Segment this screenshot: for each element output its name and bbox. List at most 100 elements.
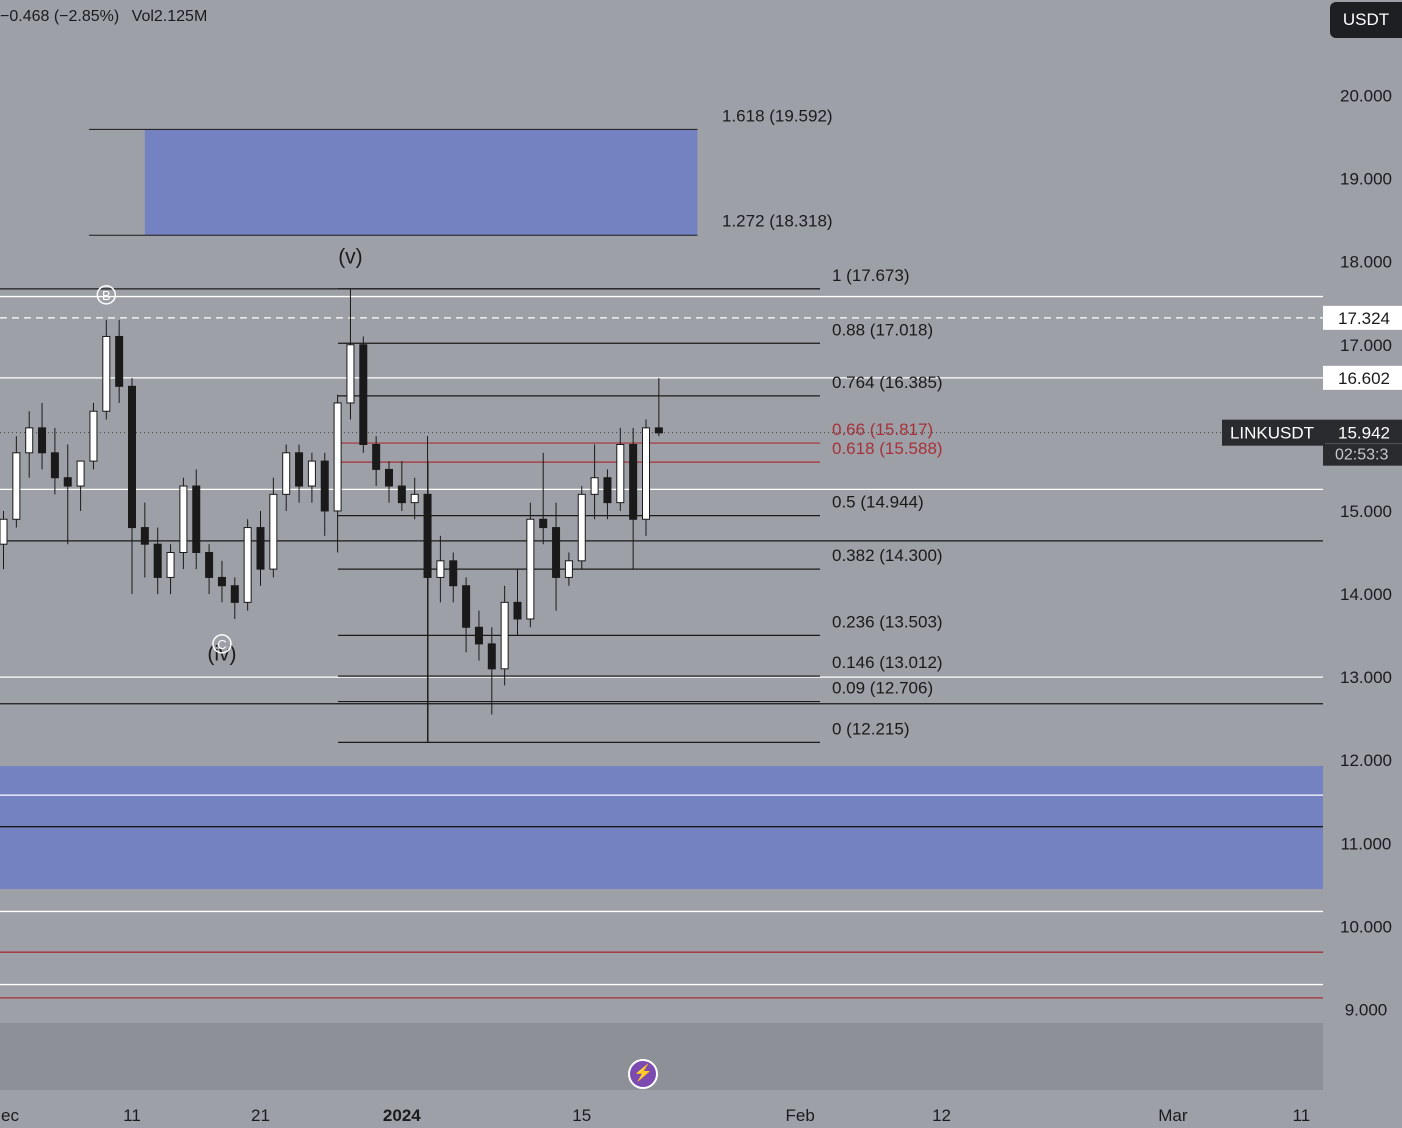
candle-body[interactable] xyxy=(552,527,561,578)
fib-level-label: 0.5 (14.944) xyxy=(832,493,924,512)
candle-body[interactable] xyxy=(0,518,8,545)
candle-body[interactable] xyxy=(397,485,406,504)
candle-body[interactable] xyxy=(50,452,59,479)
candle-body[interactable] xyxy=(539,518,548,529)
wave-label-circle xyxy=(96,285,117,305)
y-axis-tick-label: 14.000 xyxy=(1340,585,1392,604)
candle-body[interactable] xyxy=(564,560,573,578)
candle-body[interactable] xyxy=(320,460,329,512)
candle-body[interactable] xyxy=(140,527,149,545)
price-tag xyxy=(1323,305,1402,330)
fib-level-label: 0 (12.215) xyxy=(832,719,910,738)
candle-body[interactable] xyxy=(487,643,496,670)
candle-body[interactable] xyxy=(269,493,278,570)
y-axis-tick-label: 19.000 xyxy=(1340,170,1392,189)
y-axis-tick-label: 9.000 xyxy=(1345,1001,1388,1020)
candle-body[interactable] xyxy=(603,477,612,504)
fib-level-label: 0.88 (17.018) xyxy=(832,320,933,339)
volume-readout: Vol2.125M xyxy=(131,8,208,25)
candle-body[interactable] xyxy=(89,410,98,462)
candle-body[interactable] xyxy=(128,385,136,529)
y-axis-tick-label: 12.000 xyxy=(1340,751,1392,770)
symbol-tag-label: LINKUSDT xyxy=(1230,424,1314,443)
current-price-label: 15.942 xyxy=(1338,424,1390,443)
candle-body[interactable] xyxy=(526,518,535,620)
candle-body[interactable] xyxy=(295,452,304,487)
candle-body[interactable] xyxy=(642,427,650,520)
fib-level-label: 0.618 (15.588) xyxy=(832,439,943,458)
candle-body[interactable] xyxy=(179,485,188,554)
y-axis-tick-label: 11.000 xyxy=(1341,834,1392,853)
candle-body[interactable] xyxy=(153,543,162,578)
y-axis-tick-label: 17.000 xyxy=(1340,336,1392,355)
bar-countdown: 02:53:3 xyxy=(1335,447,1388,464)
candle-body[interactable] xyxy=(410,493,419,504)
y-axis-tick-label: 10.000 xyxy=(1340,917,1392,936)
price-change: −0.468 (−2.85%) xyxy=(0,8,120,25)
fib-level-label: 0.236 (13.503) xyxy=(832,612,943,631)
y-axis-tick-label: 15.000 xyxy=(1340,502,1392,521)
candle-body[interactable] xyxy=(38,427,47,454)
candle-body[interactable] xyxy=(449,560,458,587)
candle-body[interactable] xyxy=(256,527,265,570)
candle-body[interactable] xyxy=(282,452,291,495)
fib-level-label: 1 (17.673) xyxy=(832,266,910,285)
current-price-tag xyxy=(1323,419,1402,466)
wave-label: B xyxy=(102,288,111,303)
support-zone xyxy=(0,766,1323,890)
x-axis-tick-label: ec xyxy=(1,1106,19,1125)
fib-level-label: 0.382 (14.300) xyxy=(832,546,943,565)
candle-body[interactable] xyxy=(102,335,111,412)
candle-body[interactable] xyxy=(346,344,355,404)
wave-label: C xyxy=(217,637,226,652)
y-axis-tick-label: 20.000 xyxy=(1340,87,1392,106)
candle-body[interactable] xyxy=(359,344,368,445)
extension-upper-label: 1.618 (19.592) xyxy=(722,106,833,125)
x-axis-tick-label: 2024 xyxy=(383,1106,421,1125)
candle-body[interactable] xyxy=(115,335,124,387)
candle-body[interactable] xyxy=(230,585,239,603)
candle-body[interactable] xyxy=(192,485,201,554)
fib-level-label: 0.66 (15.817) xyxy=(832,420,933,439)
x-axis-tick-label: Feb xyxy=(786,1106,815,1125)
candle-body[interactable] xyxy=(76,460,85,487)
candle-body[interactable] xyxy=(166,552,175,578)
candle-body[interactable] xyxy=(474,626,483,645)
candle-body[interactable] xyxy=(385,468,393,487)
replay-lightning-icon[interactable]: ⚡ xyxy=(628,1059,658,1089)
candle-body[interactable] xyxy=(577,493,586,562)
candle-body[interactable] xyxy=(372,443,381,470)
indicator-panel xyxy=(0,1023,1323,1090)
candle-body[interactable] xyxy=(217,576,226,587)
candle-body[interactable] xyxy=(243,527,252,603)
price-tag-label: 17.324 xyxy=(1338,309,1390,328)
price-tag xyxy=(1323,365,1402,390)
x-axis-tick-label: 11 xyxy=(123,1106,141,1125)
candle-body[interactable] xyxy=(12,452,21,520)
candle-body[interactable] xyxy=(513,601,522,620)
candle-body[interactable] xyxy=(333,402,342,512)
candle-body[interactable] xyxy=(436,560,445,578)
x-axis-tick-label: 11 xyxy=(1293,1106,1311,1125)
candle-body[interactable] xyxy=(590,477,599,495)
candle-body[interactable] xyxy=(307,460,316,487)
candle-body[interactable] xyxy=(462,585,471,628)
x-axis-tick-label: 15 xyxy=(572,1106,591,1125)
x-axis-tick-label: Mar xyxy=(1158,1106,1188,1125)
candle-body[interactable] xyxy=(63,477,72,487)
candle-body[interactable] xyxy=(654,427,663,434)
extension-lower-label: 1.272 (18.318) xyxy=(722,211,833,230)
candle-body[interactable] xyxy=(205,552,214,578)
wave-label-circle xyxy=(212,634,232,654)
y-axis-tick-label: 13.000 xyxy=(1340,668,1392,687)
candle-body[interactable] xyxy=(500,601,509,670)
candle-body[interactable] xyxy=(629,443,638,520)
candle-body[interactable] xyxy=(616,443,625,504)
currency-button[interactable]: USDT xyxy=(1330,2,1402,38)
candle-body[interactable] xyxy=(423,493,432,578)
x-axis-tick-label: 12 xyxy=(932,1106,951,1125)
price-change-summary: −0.468 (−2.85%) Vol2.125M xyxy=(0,8,215,26)
wave-label: (v) xyxy=(338,245,363,268)
candle-body[interactable] xyxy=(25,427,34,454)
